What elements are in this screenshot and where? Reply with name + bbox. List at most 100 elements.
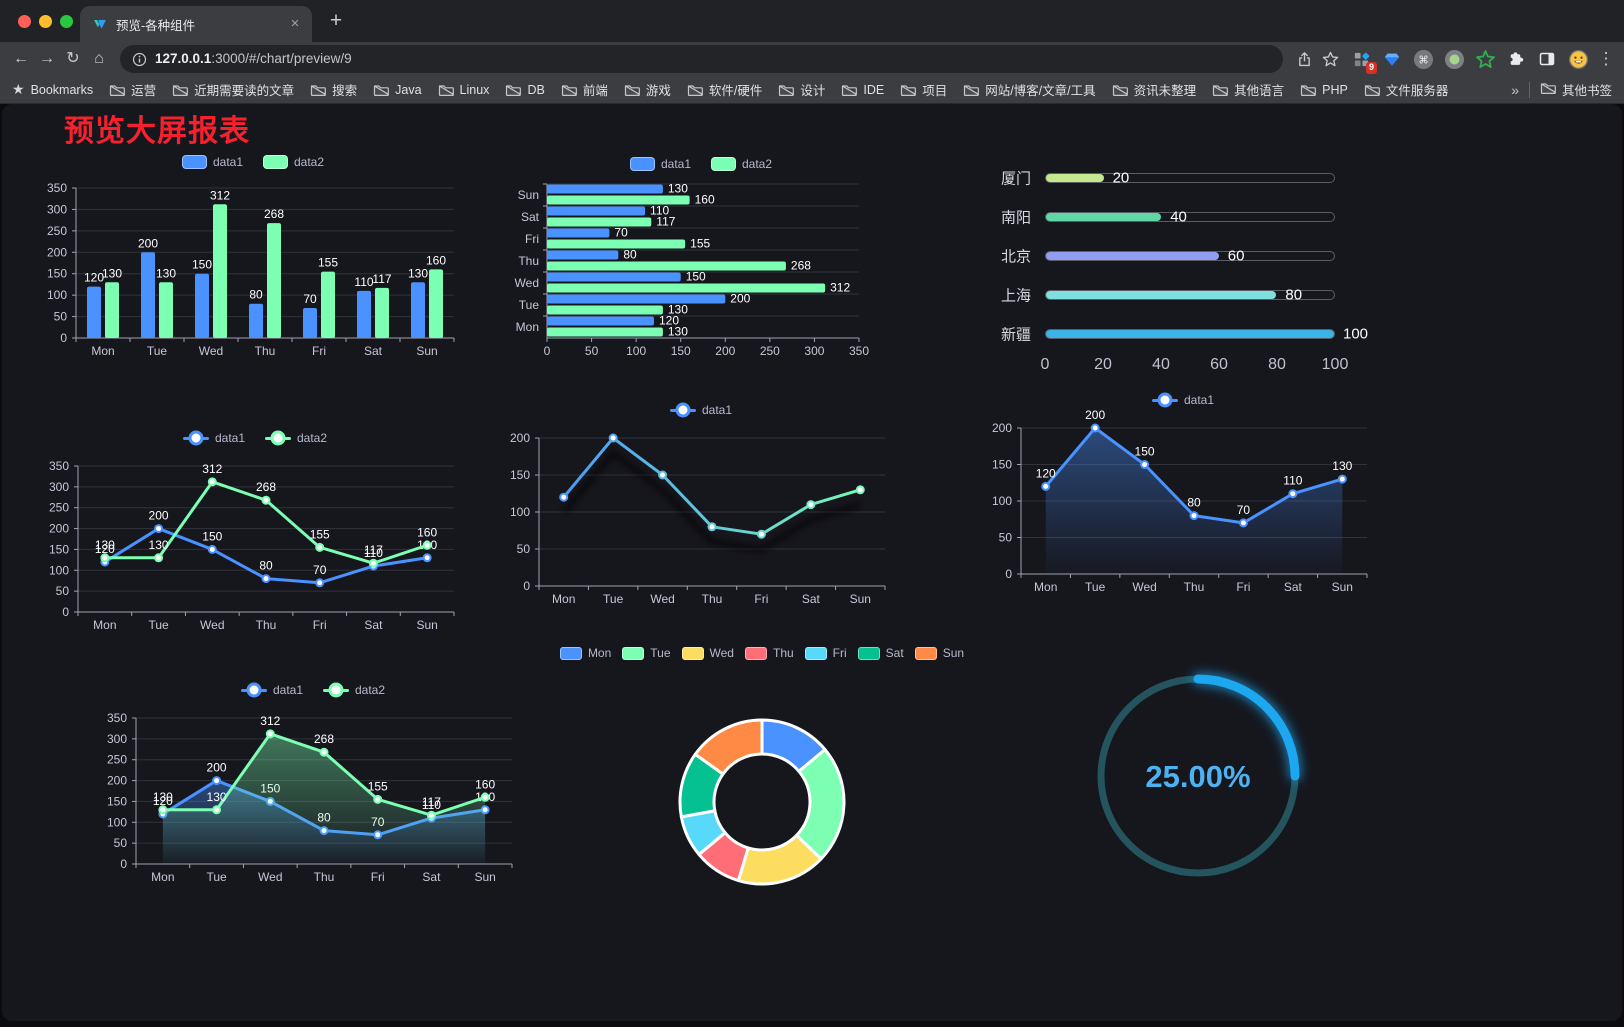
legend-item[interactable]: Sat bbox=[857, 646, 904, 660]
bookmark-folder[interactable]: 资讯未整理 bbox=[1112, 80, 1196, 99]
svg-text:312: 312 bbox=[202, 462, 222, 476]
bookmark-star-button[interactable] bbox=[1317, 46, 1343, 72]
minimize-window-button[interactable] bbox=[39, 15, 52, 28]
extension-grid-icon[interactable]: 9 bbox=[1349, 47, 1377, 74]
progress-track: 60 bbox=[1045, 247, 1335, 264]
legend-item[interactable]: data1 bbox=[240, 682, 303, 698]
legend-item[interactable]: Mon bbox=[559, 646, 611, 660]
legend-item[interactable]: data1 bbox=[629, 157, 691, 171]
svg-text:Sun: Sun bbox=[1332, 580, 1353, 594]
svg-text:200: 200 bbox=[47, 245, 67, 259]
extension-gem-icon[interactable] bbox=[1380, 47, 1404, 71]
folder-icon bbox=[506, 84, 522, 96]
chart-canvas: 0 50 100 150 200 250 300 350 Mon 120 130 Tue 200 130 W… bbox=[503, 176, 899, 364]
bookmark-folder[interactable]: IDE bbox=[841, 83, 884, 97]
bookmark-folder[interactable]: 搜索 bbox=[310, 80, 357, 99]
grid-icon bbox=[1354, 52, 1369, 66]
side-panel-icon[interactable] bbox=[1535, 47, 1559, 71]
folder-icon bbox=[374, 84, 390, 96]
svg-text:130: 130 bbox=[668, 182, 688, 196]
home-button[interactable]: ⌂ bbox=[94, 50, 104, 67]
bookmark-folder[interactable]: 运营 bbox=[109, 80, 156, 99]
bookmark-folder[interactable]: Linux bbox=[438, 83, 489, 97]
svg-text:268: 268 bbox=[791, 259, 811, 273]
svg-text:25.00%: 25.00% bbox=[1145, 759, 1250, 794]
chart-canvas: 0 50 100 150 200 250 300 350 Mon Tue Wed Thu Fri Sat S… bbox=[40, 174, 466, 364]
legend-item[interactable]: data1 bbox=[181, 155, 243, 169]
chart-area-single: data1 0 50 100 150 200 Mon Tue Wed Thu Fri Sat Sun 1… bbox=[985, 388, 1381, 600]
bookmark-folder[interactable]: 项目 bbox=[900, 80, 947, 99]
bookmark-folder[interactable]: 前端 bbox=[561, 80, 608, 99]
svg-text:Fri: Fri bbox=[312, 344, 326, 358]
legend-item[interactable]: data2 bbox=[323, 682, 385, 698]
legend-item[interactable]: data2 bbox=[265, 430, 327, 446]
svg-text:150: 150 bbox=[202, 529, 222, 543]
bookmark-folder[interactable]: 其他语言 bbox=[1212, 80, 1284, 99]
progress-row: 北京 60 bbox=[985, 236, 1385, 275]
bookmark-folder[interactable]: Java bbox=[373, 83, 422, 97]
legend-label: Fri bbox=[832, 646, 847, 660]
svg-text:200: 200 bbox=[149, 509, 169, 523]
extension-command-icon[interactable]: ⌘ bbox=[1411, 47, 1435, 71]
legend-item[interactable]: data2 bbox=[711, 157, 772, 171]
legend-item[interactable]: Wed bbox=[681, 646, 734, 660]
browser-tab[interactable]: 预览-各种组件 × bbox=[80, 6, 312, 42]
legend-item[interactable]: Tue bbox=[622, 646, 671, 660]
svg-text:100: 100 bbox=[49, 563, 69, 577]
site-info-icon[interactable] bbox=[132, 52, 147, 67]
new-tab-button[interactable]: + bbox=[329, 9, 343, 32]
bookmark-folder[interactable]: PHP bbox=[1300, 83, 1348, 97]
green-star-icon bbox=[1475, 49, 1495, 68]
svg-text:Fri: Fri bbox=[754, 592, 768, 606]
bookmark-folder[interactable]: 设计 bbox=[778, 80, 825, 99]
legend-item[interactable]: Sun bbox=[914, 646, 964, 660]
close-window-button[interactable] bbox=[18, 15, 31, 28]
svg-text:Sun: Sun bbox=[416, 618, 437, 632]
svg-text:155: 155 bbox=[318, 256, 338, 270]
legend-item[interactable]: data1 bbox=[1151, 392, 1214, 408]
svg-text:Mon: Mon bbox=[552, 592, 575, 606]
bookmark-folder[interactable]: 网站/博客/文章/工具 bbox=[963, 80, 1096, 99]
chart-canvas: 0 50 100 150 200 250 300 350 Mon Tue Wed Thu Fri Sat S… bbox=[42, 450, 468, 638]
line-chart-svg: 0 50 100 150 200 Mon Tue Wed Thu Fri Sat Sun 120 200 1… bbox=[992, 408, 1368, 594]
legend-marker bbox=[323, 682, 349, 698]
reload-button[interactable]: ↻ bbox=[66, 50, 80, 67]
share-button[interactable] bbox=[1291, 46, 1317, 72]
bookmarks-overflow-button[interactable]: » bbox=[1511, 81, 1519, 98]
browser-menu-button[interactable]: ⋮ bbox=[1597, 49, 1615, 68]
svg-text:Wed: Wed bbox=[200, 618, 224, 632]
extension-emoji-icon[interactable] bbox=[1566, 47, 1590, 71]
legend-item[interactable]: data1 bbox=[669, 402, 732, 418]
legend-item[interactable]: Fri bbox=[804, 646, 847, 660]
bookmark-folder-label: 近期需要读的文章 bbox=[194, 84, 295, 98]
fullscreen-window-button[interactable] bbox=[60, 15, 73, 28]
bookmarks-manager-item[interactable]: ★ Bookmarks bbox=[12, 81, 93, 98]
svg-text:130: 130 bbox=[207, 790, 227, 804]
legend-item[interactable]: Thu bbox=[744, 646, 794, 660]
tab-close-icon[interactable]: × bbox=[290, 15, 300, 32]
legend-marker bbox=[669, 402, 696, 418]
legend-item[interactable]: data1 bbox=[182, 430, 245, 446]
svg-text:300: 300 bbox=[804, 344, 824, 358]
bookmark-folder[interactable]: 文件服务器 bbox=[1364, 80, 1448, 99]
chart-canvas: 0 50 100 150 200 Mon Tue Wed Thu Fri Sat Sun bbox=[503, 422, 899, 612]
address-bar[interactable]: 127.0.0.1:3000/#/chart/preview/9 bbox=[120, 45, 1283, 73]
bookmark-folder[interactable]: 软件/硬件 bbox=[687, 80, 762, 99]
extension-record-icon[interactable] bbox=[1442, 47, 1466, 71]
bookmark-folder[interactable]: DB bbox=[505, 83, 545, 97]
extension-star-icon[interactable] bbox=[1473, 47, 1497, 71]
bookmark-folder-label: 运营 bbox=[131, 84, 157, 98]
extensions-puzzle-icon[interactable] bbox=[1504, 47, 1528, 71]
svg-text:250: 250 bbox=[47, 224, 67, 238]
legend-label: data2 bbox=[294, 155, 325, 169]
legend-label: data2 bbox=[742, 157, 773, 171]
tab-strip: 预览-各种组件 × + bbox=[0, 0, 1624, 42]
legend-item[interactable]: data2 bbox=[263, 155, 324, 169]
back-button[interactable]: ← bbox=[13, 50, 29, 67]
bookmark-folder[interactable]: 近期需要读的文章 bbox=[172, 80, 294, 99]
bookmark-folder[interactable]: 游戏 bbox=[624, 80, 671, 99]
forward-button[interactable]: → bbox=[39, 50, 55, 67]
pie-slice-Sun[interactable] bbox=[693, 718, 764, 776]
other-bookmarks-button[interactable]: 其他书签 bbox=[1540, 80, 1612, 99]
svg-text:⌘: ⌘ bbox=[1418, 54, 1429, 66]
